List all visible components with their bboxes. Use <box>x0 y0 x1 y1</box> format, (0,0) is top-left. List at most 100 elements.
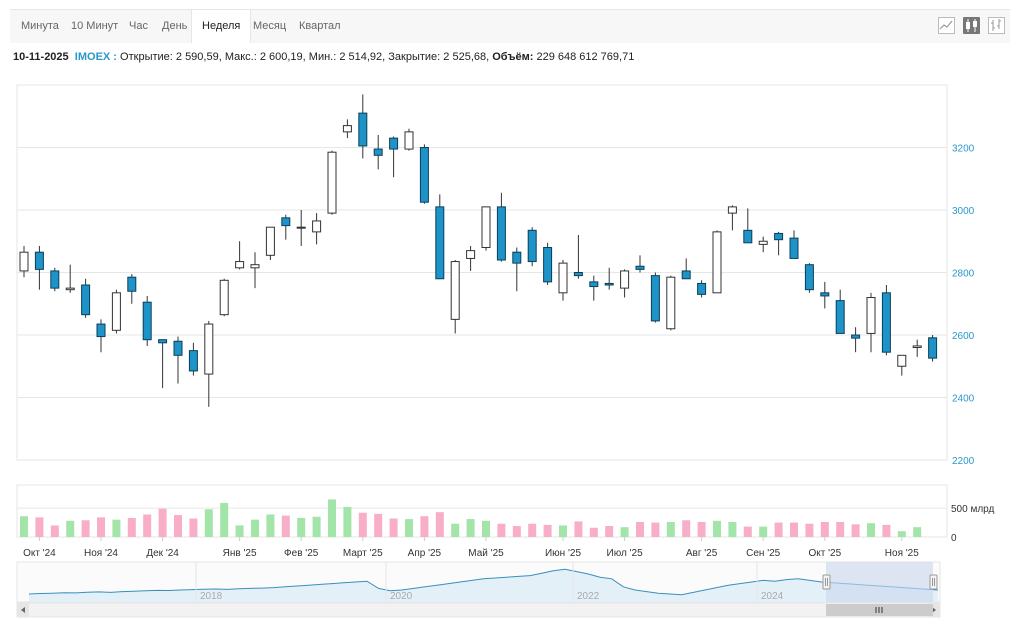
candle <box>219 278 229 317</box>
candle-body <box>219 279 229 316</box>
volume-bar <box>451 523 460 537</box>
candle <box>235 241 245 270</box>
info-close: Закрытие: 2 525,68, <box>388 51 490 63</box>
candle <box>50 267 60 292</box>
candle <box>342 119 352 139</box>
x-tick-label: Апр '25 <box>408 548 442 559</box>
volume-bar <box>281 515 290 537</box>
navigator-handle <box>822 574 831 590</box>
candle-body <box>774 232 784 241</box>
tab-hour[interactable]: Час <box>129 20 148 32</box>
info-ticker: IMOEX <box>74 51 111 63</box>
price-y-axis: 2200 2400 2600 2800 3000 3200 <box>952 144 975 468</box>
candlestick-series <box>19 94 938 407</box>
candle <box>881 285 891 356</box>
volume-bar <box>697 521 706 537</box>
volume-bar <box>251 519 259 537</box>
tab-month[interactable]: Месяц <box>253 20 287 32</box>
candle-body <box>389 137 399 150</box>
volume-bar <box>189 518 198 537</box>
volume-bar <box>35 517 44 537</box>
volume-bar <box>435 512 444 537</box>
candle-body <box>881 292 891 353</box>
candle <box>774 231 784 256</box>
line-chart-icon[interactable] <box>938 17 955 34</box>
candle <box>435 194 445 280</box>
price-y-tick-label: 3200 <box>952 144 975 155</box>
volume-bar <box>497 523 506 537</box>
x-tick-label: Март '25 <box>343 548 383 559</box>
candle <box>789 230 799 259</box>
candle-body <box>573 272 583 277</box>
candle <box>543 242 553 285</box>
price-y-tick-label: 2600 <box>952 331 975 342</box>
volume-bar <box>297 517 306 537</box>
tab-minute[interactable]: Минута <box>21 20 59 32</box>
candle-body <box>50 270 60 289</box>
candle <box>851 327 861 353</box>
candle <box>758 236 768 253</box>
tab-day[interactable]: День <box>162 20 188 32</box>
candle <box>866 292 876 353</box>
candle <box>173 336 183 384</box>
volume-bar <box>728 521 737 537</box>
ohlc-chart-icon[interactable] <box>988 17 1005 34</box>
volume-bar <box>466 519 475 537</box>
candle-body <box>19 251 29 272</box>
volume-bar <box>97 517 105 537</box>
candle <box>158 339 168 389</box>
candle <box>419 144 429 204</box>
x-tick-label: Сен '25 <box>746 548 781 559</box>
volume-bar <box>790 522 798 537</box>
tab-week[interactable]: Неделя <box>191 10 252 43</box>
info-low: Мин.: 2 514,92, <box>308 51 386 63</box>
volume-series <box>20 499 922 537</box>
candle <box>111 289 121 334</box>
x-tick-label: Фев '25 <box>284 548 319 559</box>
candle-body <box>327 151 337 214</box>
volume-y-tick-label: 0 <box>951 533 957 544</box>
volume-y-axis: 0 500 млрд <box>951 504 995 544</box>
info-open: Открытие: 2 590,59, <box>120 51 222 63</box>
candle-body <box>697 282 707 295</box>
candle-body <box>820 292 830 297</box>
candle-body <box>204 323 214 375</box>
candle-body <box>512 251 522 264</box>
candle <box>142 295 152 346</box>
candle-body <box>712 231 722 294</box>
candle-body <box>450 261 460 320</box>
candle <box>527 227 537 267</box>
volume-bar <box>112 519 121 537</box>
candle <box>65 264 75 293</box>
candle-body <box>404 131 414 150</box>
candle-body <box>866 297 876 334</box>
tab-10-minutes[interactable]: 10 Минут <box>71 20 119 32</box>
candlestick-chart-icon[interactable] <box>963 17 980 34</box>
volume-gridlines <box>16 484 948 538</box>
candle-body <box>173 340 183 356</box>
volume-bar <box>158 508 167 537</box>
info-date: 10-11-2025 <box>13 51 69 63</box>
candle-body <box>789 237 799 259</box>
x-tick-label: Дек '24 <box>146 548 179 559</box>
volume-bar <box>574 521 583 537</box>
tab-quarter[interactable]: Квартал <box>299 20 341 32</box>
x-tick-label: Ноя '25 <box>885 548 919 559</box>
candle <box>681 258 691 280</box>
candle-body <box>312 220 322 233</box>
candle-body <box>928 337 938 359</box>
navigator-frame <box>16 561 941 603</box>
candle-body <box>188 350 198 372</box>
price-y-tick-label: 3000 <box>952 206 975 217</box>
candle-body <box>342 125 352 133</box>
candle-body <box>851 334 861 339</box>
volume-bar <box>605 526 614 537</box>
candle <box>250 252 260 289</box>
navigator-selection <box>826 562 933 602</box>
volume-bar <box>343 506 352 537</box>
volume-bar <box>374 513 383 537</box>
price-y-tick-label: 2200 <box>952 456 975 467</box>
candle <box>327 150 337 215</box>
candle <box>466 245 476 271</box>
navigator-line <box>28 568 939 596</box>
